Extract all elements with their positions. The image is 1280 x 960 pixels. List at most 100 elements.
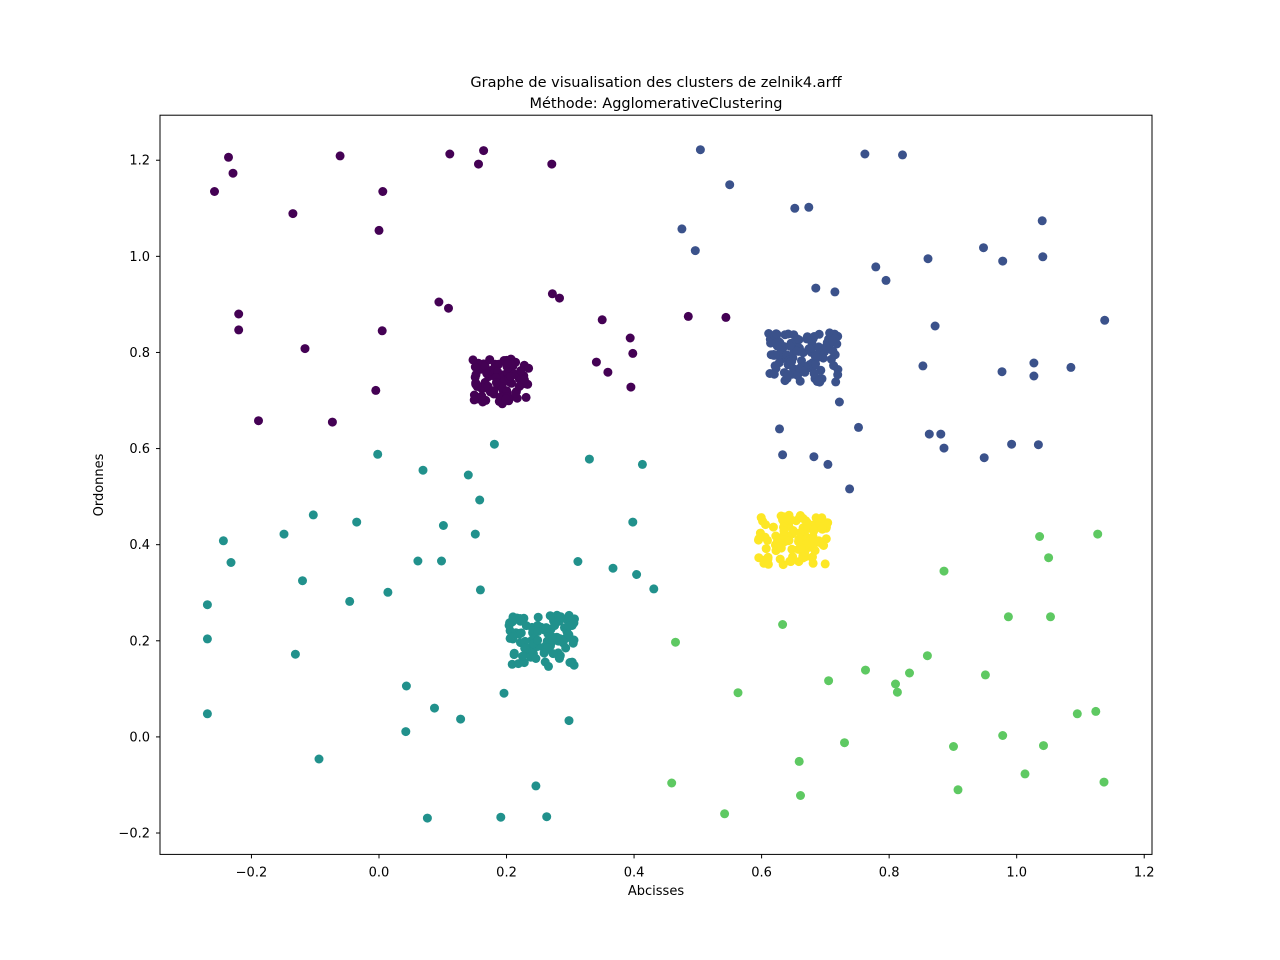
data-point-cluster-3-green (1020, 769, 1030, 779)
blob-point-cluster-1-blue (771, 329, 781, 339)
x-tick-label: 0.0 (369, 865, 390, 880)
data-point-cluster-3-green (840, 738, 849, 748)
blob-point-cluster-4-yellow (795, 528, 805, 538)
data-point-cluster-0-purple (547, 289, 557, 299)
blob-point-cluster-0-purple (514, 381, 524, 391)
data-point-cluster-2-teal (218, 536, 228, 546)
data-point-cluster-0-purple (445, 149, 455, 159)
blob-point-cluster-1-blue (770, 361, 780, 371)
blob-point-cluster-2-teal (548, 649, 558, 659)
data-point-cluster-3-green (1099, 777, 1109, 787)
y-tick-label: 0.8 (129, 346, 150, 361)
y-tick-label: 0.2 (129, 634, 150, 649)
data-point-cluster-1-blue (1066, 362, 1076, 372)
data-point-cluster-2-teal (437, 556, 446, 566)
blob-point-cluster-1-blue (785, 341, 795, 351)
data-point-cluster-0-purple (234, 325, 244, 335)
data-point-cluster-3-green (949, 742, 958, 751)
blob-point-cluster-4-yellow (784, 536, 794, 545)
blob-point-cluster-4-yellow (784, 510, 794, 520)
blob-point-cluster-2-teal (564, 621, 574, 631)
data-point-cluster-0-purple (628, 348, 638, 358)
data-point-cluster-0-purple (234, 309, 244, 319)
blob-point-cluster-0-purple (521, 392, 531, 402)
data-point-cluster-1-blue (939, 443, 949, 453)
data-point-cluster-1-blue (854, 422, 863, 432)
blob-point-cluster-2-teal (515, 614, 525, 623)
data-point-cluster-0-purple (378, 187, 388, 196)
data-points-layer (202, 145, 1110, 823)
data-point-cluster-1-blue (790, 203, 800, 213)
blob-point-cluster-0-purple (482, 369, 492, 378)
blob-point-cluster-1-blue (769, 369, 779, 379)
data-point-cluster-0-purple (721, 312, 731, 322)
data-point-cluster-1-blue (1007, 439, 1017, 449)
blob-point-cluster-1-blue (766, 338, 776, 348)
blob-point-cluster-2-teal (550, 621, 560, 631)
data-point-cluster-2-teal (352, 517, 362, 527)
data-point-cluster-2-teal (373, 449, 383, 459)
blob-point-cluster-4-yellow (810, 538, 820, 548)
blob-point-cluster-0-purple (506, 372, 516, 382)
data-point-cluster-3-green (1046, 612, 1055, 622)
data-point-cluster-1-blue (830, 287, 840, 297)
blob-point-cluster-2-teal (565, 658, 575, 667)
blob-point-cluster-4-yellow (786, 557, 796, 567)
data-point-cluster-3-green (733, 688, 743, 698)
data-point-cluster-1-blue (924, 429, 934, 439)
blob-point-cluster-2-teal (533, 635, 543, 645)
blob-point-cluster-4-yellow (817, 513, 827, 523)
data-point-cluster-2-teal (422, 813, 432, 823)
data-point-cluster-1-blue (918, 361, 928, 371)
blob-point-cluster-4-yellow (808, 558, 818, 568)
data-point-cluster-3-green (667, 778, 677, 788)
data-point-cluster-2-teal (496, 812, 506, 822)
data-point-cluster-1-blue (845, 484, 855, 494)
blob-point-cluster-1-blue (813, 376, 823, 386)
data-point-cluster-3-green (720, 809, 730, 819)
data-point-cluster-2-teal (463, 470, 473, 480)
blob-point-cluster-4-yellow (787, 544, 797, 554)
y-tick-label: 0.6 (129, 442, 150, 457)
data-point-cluster-2-teal (573, 557, 583, 566)
data-point-cluster-2-teal (628, 517, 638, 527)
data-point-cluster-0-purple (335, 151, 345, 161)
data-point-cluster-1-blue (930, 321, 940, 331)
blob-point-cluster-0-purple (470, 362, 480, 372)
x-tick-label: 1.2 (1134, 865, 1155, 880)
data-point-cluster-1-blue (811, 283, 821, 293)
data-point-cluster-3-green (861, 665, 870, 675)
blob-point-cluster-2-teal (520, 636, 530, 646)
x-tick-label: −0.2 (236, 865, 268, 880)
data-point-cluster-0-purple (683, 311, 693, 321)
blob-point-cluster-1-blue (783, 370, 793, 379)
blob-point-cluster-2-teal (539, 648, 549, 658)
y-tick-label: 1.2 (129, 154, 150, 169)
data-point-cluster-0-purple (371, 385, 381, 395)
data-point-cluster-2-teal (413, 556, 423, 566)
blob-point-cluster-0-purple (485, 355, 495, 365)
axes-frame (159, 114, 1153, 855)
blob-point-cluster-0-purple (511, 388, 520, 398)
blob-point-cluster-1-blue (786, 357, 796, 367)
data-point-cluster-3-green (1091, 706, 1101, 716)
data-point-cluster-1-blue (778, 450, 788, 460)
data-point-cluster-2-teal (564, 716, 574, 726)
data-point-cluster-3-green (891, 679, 900, 689)
blob-point-cluster-1-blue (804, 344, 814, 354)
data-point-cluster-1-blue (804, 202, 814, 212)
data-point-cluster-2-teal (649, 584, 659, 594)
blob-point-cluster-1-blue (809, 332, 819, 341)
blob-point-cluster-4-yellow (794, 537, 803, 547)
data-point-cluster-2-teal (202, 600, 212, 610)
blob-point-cluster-2-teal (516, 628, 526, 638)
data-point-cluster-1-blue (677, 224, 687, 234)
chart-title: Graphe de visualisation des clusters de … (470, 75, 842, 91)
data-point-cluster-0-purple (377, 326, 387, 336)
x-tick-label: 0.2 (496, 865, 517, 880)
data-point-cluster-2-teal (438, 521, 448, 530)
blob-point-cluster-0-purple (469, 395, 479, 405)
data-point-cluster-1-blue (936, 429, 946, 439)
blob-point-cluster-2-teal (547, 632, 557, 642)
